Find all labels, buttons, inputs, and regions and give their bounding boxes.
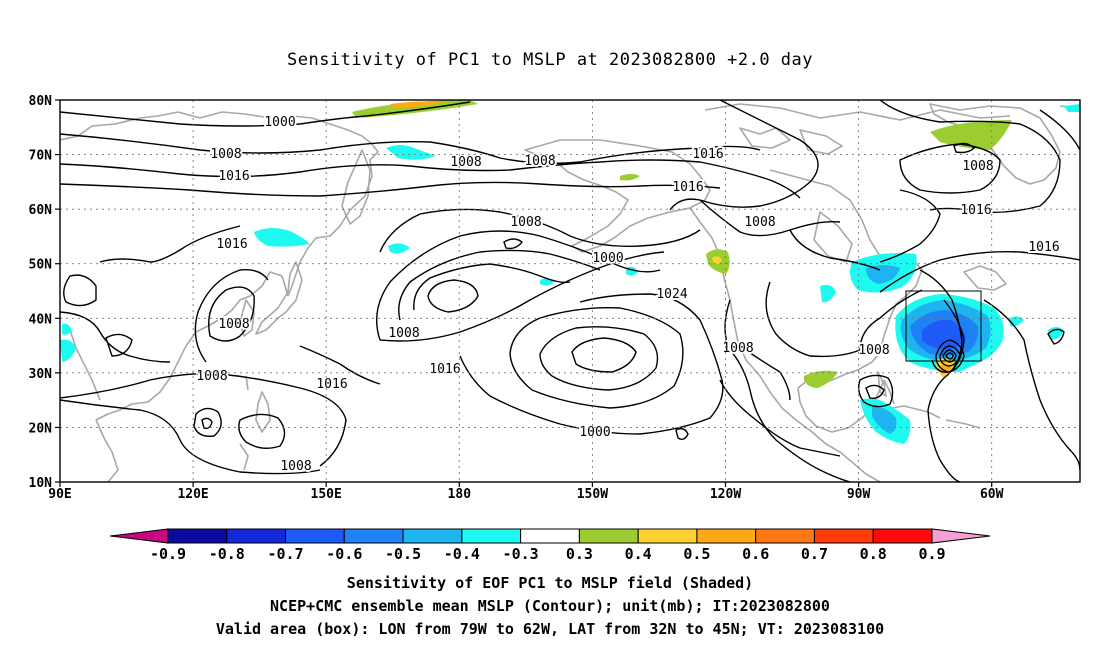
colorbar-swatch (343, 528, 404, 544)
colorbar-swatch (637, 528, 698, 544)
colorbar-swatch (285, 528, 345, 544)
lon-label: 150E (311, 487, 342, 502)
contour-label: 1016 (1028, 240, 1059, 255)
colorbar-label: -0.5 (385, 545, 421, 563)
colorbar-high-extension (931, 528, 991, 544)
contour-label: 1008 (388, 326, 419, 341)
colorbar-label: -0.7 (267, 545, 303, 563)
contour-labels: 1000 1008 1016 1008 1008 1016 1016 1000 1008 1016… (194, 113, 1061, 476)
lon-label: 90W (847, 487, 871, 502)
contour-label: 1016 (960, 203, 991, 218)
colorbar-label: -0.8 (209, 545, 245, 563)
lon-label: 120E (177, 487, 208, 502)
caption-valid-area: Valid area (box): LON from 79W to 62W, L… (215, 620, 885, 638)
colorbar-swatch (755, 528, 815, 544)
contour-label: 1016 (429, 362, 460, 377)
contour-label: 1016 (316, 377, 347, 392)
colorbar-label: 0.3 (566, 545, 593, 563)
caption-contour: NCEP+CMC ensemble mean MSLP (Contour); u… (270, 597, 830, 615)
lon-label: 60W (980, 487, 1004, 502)
contour-label: 1008 (196, 369, 227, 384)
graticule (60, 100, 1080, 482)
colorbar-label: 0.4 (625, 545, 652, 563)
lat-label: 50N (29, 258, 53, 273)
lat-label: 10N (29, 476, 53, 491)
colorbar-swatch (813, 528, 874, 544)
colorbar-label: 0.6 (742, 545, 769, 563)
map-frame (59, 99, 1081, 483)
colorbar-swatch (872, 528, 933, 544)
contour-label: 1008 (744, 215, 775, 230)
colorbar-swatch (696, 528, 757, 544)
contour-label: 1008 (280, 459, 311, 474)
contour-label: 1008 (962, 159, 993, 174)
lat-label: 70N (29, 149, 53, 164)
lat-label: 40N (29, 312, 53, 327)
lat-label: 60N (29, 203, 53, 218)
lon-label: 120W (710, 487, 741, 502)
colorbar-swatch (578, 528, 639, 544)
lon-label: 90E (48, 487, 71, 502)
colorbar-label: 0.9 (918, 545, 945, 563)
colorbar-label: -0.9 (150, 545, 186, 563)
colorbar-label: 0.7 (801, 545, 828, 563)
colorbar-label: -0.3 (503, 545, 539, 563)
colorbar-swatch (226, 528, 287, 544)
contour-label: 1000 (592, 251, 623, 266)
lon-label: 150W (577, 487, 608, 502)
colorbar-label: 0.8 (860, 545, 887, 563)
latitude-labels: 80N 70N 60N 50N 40N 30N 20N 10N (29, 94, 60, 491)
contour-label: 1000 (579, 425, 610, 440)
contour-label: 1008 (858, 343, 889, 358)
contour-label: 1008 (218, 317, 249, 332)
contour-label: 1008 (210, 147, 241, 162)
colorbar-label: -0.6 (326, 545, 362, 563)
contour-label: 1016 (218, 169, 249, 184)
longitude-labels: 90E 120E 150E 180 150W 120W 90W 60W (48, 482, 1004, 502)
lat-label: 20N (29, 421, 53, 436)
contour-label: 1008 (510, 215, 541, 230)
contour-label: 1008 (524, 154, 555, 169)
colorbar-label: 0.5 (683, 545, 710, 563)
valid-area-box (905, 290, 982, 362)
caption-shading: Sensitivity of EOF PC1 to MSLP field (Sh… (346, 574, 754, 592)
contour-label: 1016 (672, 180, 703, 195)
colorbar-swatch (402, 528, 463, 544)
colorbar-swatch (520, 528, 580, 544)
colorbar: -0.9 -0.8 -0.7 -0.6 -0.5 -0.4 -0.3 0.3 0.4 0.5 0.6… (109, 528, 991, 563)
contour-label: 1000 (264, 115, 295, 130)
map-title: Sensitivity of PC1 to MSLP at 2023082800… (286, 50, 813, 70)
colorbar-label: -0.4 (444, 545, 480, 563)
mslp-contours (60, 100, 1080, 482)
colorbar-low-extension (109, 528, 169, 544)
lat-label: 80N (29, 94, 53, 109)
contour-label: 1016 (216, 237, 247, 252)
contour-label: 1008 (722, 341, 753, 356)
colorbar-swatch (167, 528, 228, 544)
contour-label: 1008 (450, 155, 481, 170)
lon-label: 180 (448, 487, 472, 502)
contour-label: 1024 (656, 287, 687, 302)
colorbar-swatch (461, 528, 522, 544)
map-plot-area: 1000 1008 1016 1008 1008 1016 1016 1000 1008 1016… (60, 100, 1080, 482)
lat-label: 30N (29, 367, 53, 382)
